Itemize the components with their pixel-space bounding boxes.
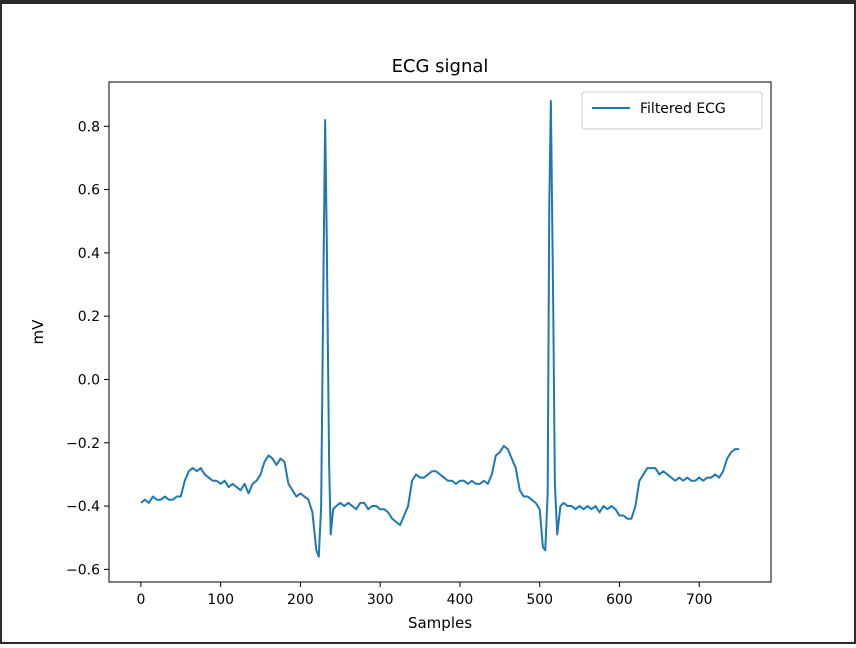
series-layer <box>140 99 740 558</box>
ecg-chart: ECG signal 0 100 200 300 400 500 600 700 −0.6−0… <box>29 56 772 632</box>
y-tick-label: −0.2 <box>66 436 100 452</box>
legend-box <box>581 91 763 130</box>
x-tick-label: 200 <box>287 592 314 608</box>
y-tick-label: 0.6 <box>78 183 100 199</box>
y-tick-label: 0.8 <box>78 119 100 135</box>
x-tick-label: 400 <box>447 592 474 608</box>
x-tick-label: 100 <box>207 592 234 608</box>
y-tick-label: −0.6 <box>66 562 100 578</box>
legend-label-filtered-ecg: Filtered ECG <box>640 101 726 117</box>
x-tick-label: 700 <box>686 592 713 608</box>
x-tick-label: 300 <box>367 592 394 608</box>
y-axis-ticks: −0.6 −0.4 −0.2 0.0 0.2 0.4 0.6 0.8 <box>66 119 109 578</box>
x-tick-label: 500 <box>526 592 553 608</box>
y-tick-label: 0.4 <box>78 246 100 262</box>
x-axis-label: Samples <box>408 614 472 632</box>
y-tick-label: 0.2 <box>78 309 100 325</box>
y-tick-label: −0.4 <box>66 499 100 515</box>
series-line-filtered-ecg <box>140 99 740 558</box>
legend: Filtered ECG <box>581 91 763 130</box>
x-axis-ticks: 0 100 200 300 400 500 600 700 <box>136 582 713 608</box>
y-tick-label: 0.0 <box>78 372 100 388</box>
x-tick-label: 600 <box>606 592 633 608</box>
chart-title: ECG signal <box>392 56 489 77</box>
plot-area <box>109 82 771 582</box>
plot-border <box>108 81 772 583</box>
y-axis-label: mV <box>29 319 47 345</box>
x-tick-label: 0 <box>136 592 145 608</box>
